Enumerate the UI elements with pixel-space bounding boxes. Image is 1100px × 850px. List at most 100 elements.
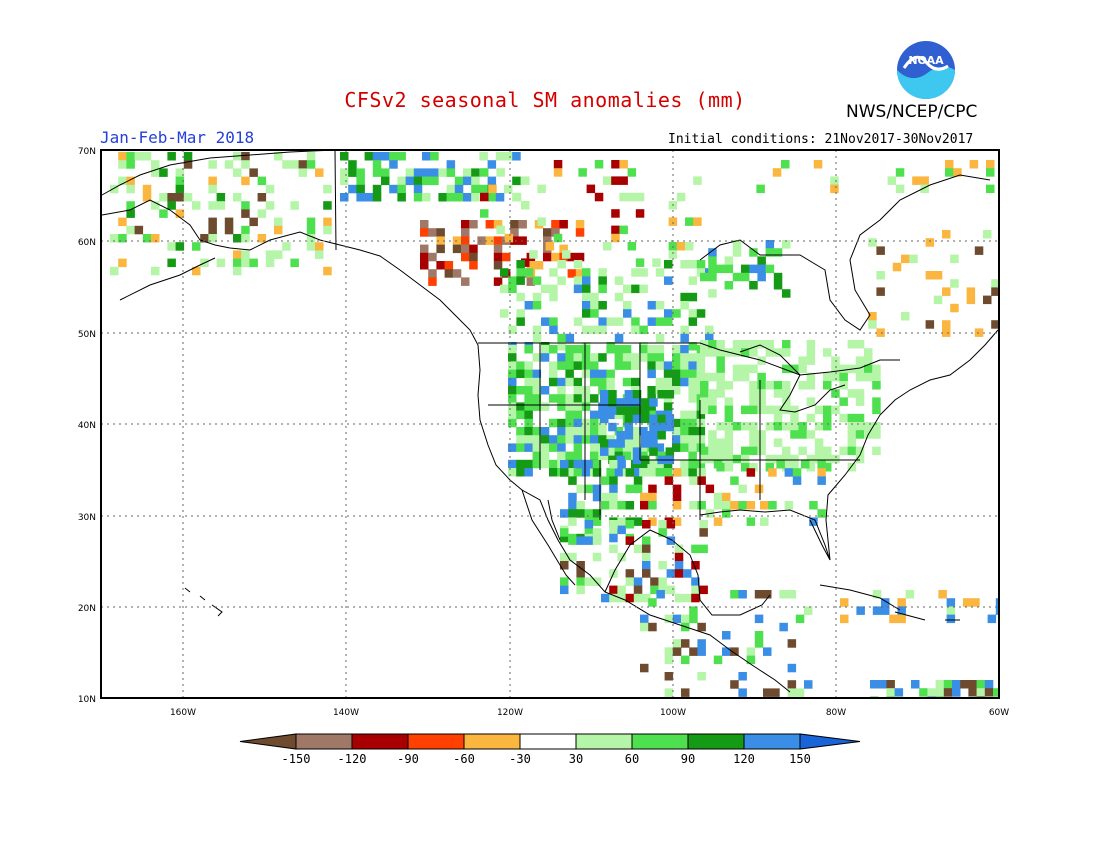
anomaly-cell <box>806 356 816 365</box>
anomaly-cell <box>568 517 577 526</box>
anomaly-cell <box>183 193 193 202</box>
anomaly-cell <box>600 406 609 415</box>
colorbar-segment <box>687 733 745 750</box>
anomaly-cell <box>872 606 882 615</box>
anomaly-cell <box>798 430 807 439</box>
anomaly-cell <box>987 614 997 624</box>
anomaly-cell <box>581 361 591 370</box>
anomaly-cell <box>543 228 552 237</box>
anomaly-cell <box>356 168 365 177</box>
anomaly-cell <box>639 268 648 277</box>
anomaly-cell <box>553 168 563 177</box>
anomaly-cell <box>823 463 832 472</box>
anomaly-cell <box>500 268 509 277</box>
anomaly-cell <box>633 585 643 595</box>
anomaly-cell <box>422 176 431 186</box>
anomaly-cell <box>551 228 560 237</box>
anomaly-cell <box>627 192 637 202</box>
anomaly-cell <box>625 593 635 603</box>
anomaly-cell <box>560 460 569 469</box>
anomaly-cell <box>540 459 550 469</box>
anomaly-cell <box>901 312 910 321</box>
anomaly-cell <box>773 281 783 290</box>
anomaly-cell <box>765 248 775 257</box>
anomaly-cell <box>532 292 542 302</box>
anomaly-cell <box>624 398 634 407</box>
anomaly-cell <box>167 242 176 251</box>
anomaly-cell <box>872 446 881 456</box>
anomaly-cell <box>549 292 558 302</box>
anomaly-cell <box>738 484 747 494</box>
anomaly-cell <box>688 369 697 379</box>
anomaly-cell <box>635 258 645 267</box>
anomaly-cell <box>754 639 764 648</box>
anomaly-cell <box>590 427 599 436</box>
anomaly-cell <box>274 217 283 227</box>
anomaly-cell <box>664 647 674 656</box>
anomaly-cell <box>356 176 365 186</box>
anomaly-cell <box>749 438 758 447</box>
anomaly-cell <box>688 317 698 326</box>
anomaly-cell <box>315 242 324 251</box>
anomaly-cell <box>480 209 489 218</box>
anomaly-cell <box>126 201 135 210</box>
anomaly-cell <box>763 590 772 599</box>
anomaly-cell <box>306 160 316 169</box>
anomaly-cell <box>749 348 758 357</box>
anomaly-cell <box>699 585 708 595</box>
anomaly-cell <box>650 577 659 586</box>
anomaly-cell <box>870 680 879 689</box>
anomaly-cell <box>508 284 517 294</box>
anomaly-cell <box>233 258 242 268</box>
anomaly-cell <box>655 377 665 387</box>
anomaly-cell <box>151 160 160 169</box>
anomaly-cell <box>749 422 758 431</box>
anomaly-cell <box>631 361 640 370</box>
anomaly-cell <box>691 561 700 570</box>
anomaly-cell <box>617 525 626 535</box>
anomaly-cell <box>691 577 700 586</box>
anomaly-cell <box>471 193 480 202</box>
colorbar-label: -90 <box>397 752 419 766</box>
anomaly-cell <box>504 184 513 194</box>
anomaly-cell <box>741 340 750 349</box>
anomaly-cell <box>315 250 324 259</box>
anomaly-cell <box>722 509 731 518</box>
anomaly-cell <box>249 168 258 177</box>
anomaly-cell <box>614 345 624 354</box>
anomaly-cell <box>855 454 865 464</box>
anomaly-cell <box>765 381 775 390</box>
anomaly-cell <box>581 427 591 436</box>
anomaly-cell <box>573 284 583 294</box>
anomaly-cell <box>581 468 591 477</box>
anomaly-cell <box>722 631 731 640</box>
anomaly-cell <box>274 250 283 259</box>
anomaly-cell <box>798 364 807 374</box>
anomaly-cell <box>864 356 873 365</box>
anomaly-cell <box>724 264 734 274</box>
anomaly-cell <box>716 364 725 374</box>
anomaly-cell <box>557 377 566 387</box>
anomaly-cell <box>708 289 717 298</box>
anomaly-cell <box>557 260 566 269</box>
anomaly-cell <box>493 252 503 262</box>
anomaly-cell <box>461 236 470 245</box>
anomaly-cell <box>549 394 558 403</box>
anomaly-cell <box>609 460 618 469</box>
anomaly-cell <box>553 233 563 243</box>
anomaly-cell <box>708 430 717 439</box>
anomaly-cell <box>732 272 742 282</box>
anomaly-cell <box>782 405 791 415</box>
anomaly-cell <box>773 348 783 357</box>
anomaly-cell <box>946 606 956 615</box>
anomaly-cell <box>624 406 634 415</box>
anomaly-cell <box>430 176 439 186</box>
anomaly-cell <box>609 476 618 485</box>
anomaly-cell <box>713 492 723 502</box>
anomaly-cell <box>469 244 478 254</box>
anomaly-cell <box>632 447 642 456</box>
anomaly-cell <box>730 590 739 599</box>
anomaly-cell <box>524 377 533 387</box>
anomaly-cell <box>600 439 609 448</box>
anomaly-cell <box>625 569 635 578</box>
